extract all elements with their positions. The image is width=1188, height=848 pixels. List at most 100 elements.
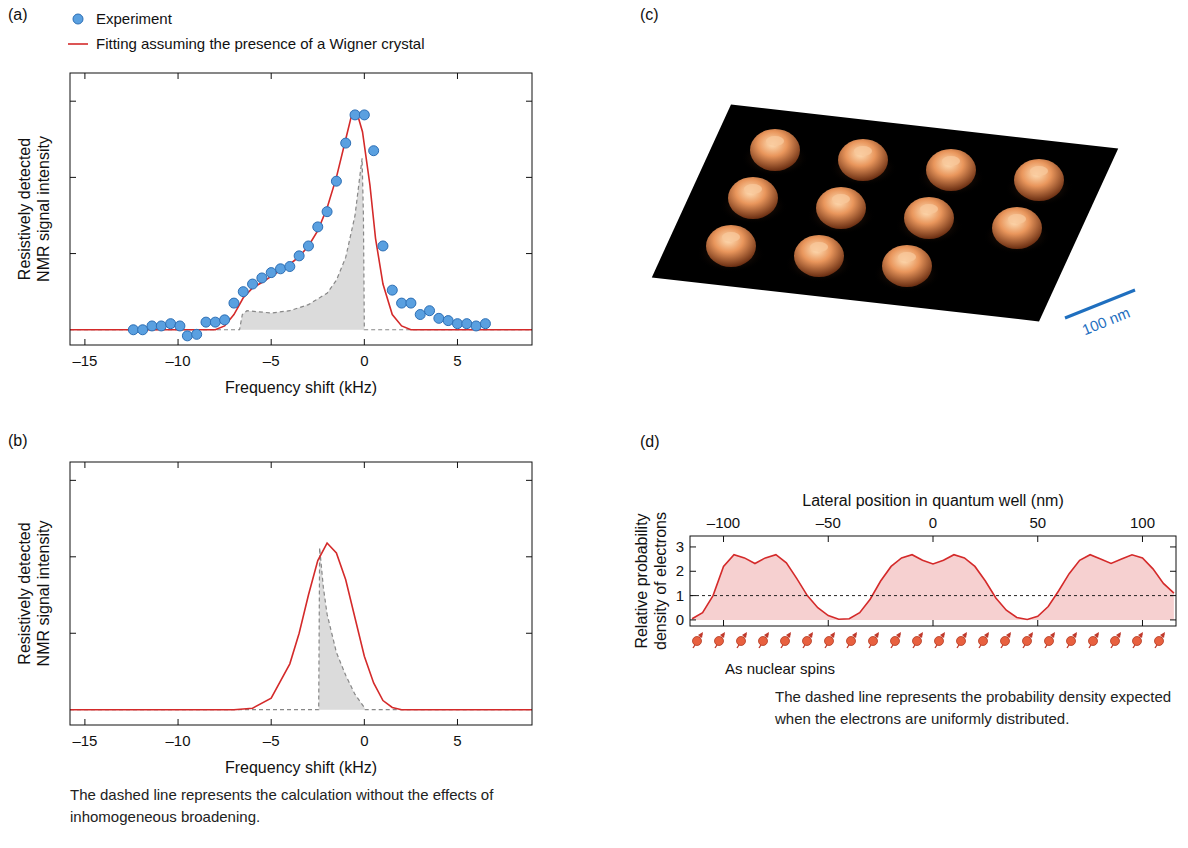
spin (1089, 637, 1098, 646)
point (220, 315, 230, 325)
spin (803, 637, 812, 646)
tick-label: 5 (453, 732, 461, 749)
spin (1067, 637, 1076, 646)
point (156, 321, 166, 331)
tick-label: 5 (453, 352, 461, 369)
tick (271, 462, 272, 468)
spin (825, 637, 834, 646)
spin (693, 637, 702, 646)
bump (794, 235, 844, 277)
tick-label: 0 (676, 611, 684, 628)
tick (70, 556, 76, 557)
tick-label: 1 (676, 587, 684, 604)
point (387, 285, 397, 295)
spin (1001, 637, 1010, 646)
tick (457, 339, 458, 345)
tick (723, 536, 724, 542)
point (201, 317, 211, 327)
tick (828, 620, 829, 626)
tick (70, 177, 76, 178)
point (331, 176, 341, 186)
tick (933, 536, 934, 542)
caption-line: inhomogeneous broadening. (70, 808, 260, 825)
point (471, 321, 481, 331)
point (294, 251, 304, 261)
point (147, 321, 157, 331)
bump (992, 207, 1042, 249)
spin (979, 637, 988, 646)
legend-label: Fitting assuming the presence of a Wigne… (96, 35, 424, 52)
point (397, 298, 407, 308)
axis-title: Relative probabilitydensity of electrons (633, 512, 669, 650)
axis-title-line: Resistively detected (16, 522, 33, 664)
point (276, 264, 286, 274)
point (452, 319, 462, 329)
tick (1170, 571, 1176, 572)
point (378, 241, 388, 251)
plot-area (690, 555, 1176, 620)
tick (70, 480, 76, 481)
axis-title: Lateral position in quantum well (nm) (802, 492, 1063, 509)
panel-label: (d) (640, 433, 660, 450)
tick (457, 719, 458, 725)
bump (728, 177, 778, 219)
point (350, 110, 360, 120)
bump-top (722, 232, 740, 242)
point (406, 298, 416, 308)
tick (457, 73, 458, 79)
tick (526, 101, 532, 102)
bump (926, 149, 976, 191)
point (285, 262, 295, 272)
point (166, 319, 176, 329)
tick (178, 462, 179, 468)
caption: The dashed line represents the probabili… (774, 688, 1171, 727)
spin (759, 637, 768, 646)
tick (178, 73, 179, 79)
tick-label: 100 (1130, 514, 1155, 531)
panel-label: (c) (640, 6, 659, 23)
tick-label: 0 (360, 732, 368, 749)
bump-top (1030, 166, 1048, 176)
spin (1023, 637, 1032, 646)
tick (84, 719, 85, 725)
panel-3: –100–500501000123Lateral position in qua… (633, 433, 1176, 727)
point (322, 207, 332, 217)
spin (715, 637, 724, 646)
tick-label: –5 (263, 732, 280, 749)
point (303, 241, 313, 251)
frame (70, 462, 532, 725)
bump (750, 129, 800, 171)
tick (690, 619, 696, 620)
point (462, 319, 472, 329)
bump (706, 225, 756, 267)
panel-0: –15–10–505Frequency shift (kHz)Resistive… (8, 6, 532, 396)
line (70, 113, 532, 330)
point (369, 146, 379, 156)
legend-label: Experiment (96, 10, 173, 27)
tick-label: –100 (707, 514, 740, 531)
tick-label: 0 (929, 514, 937, 531)
tick (1142, 536, 1143, 542)
spin (1155, 637, 1164, 646)
plot-area (70, 543, 532, 710)
spin (935, 637, 944, 646)
tick (84, 462, 85, 468)
reference-line (690, 595, 1176, 596)
axis-title-line: NMR signal intensity (35, 521, 52, 667)
spin (913, 637, 922, 646)
tick (70, 633, 76, 634)
tick-label: 0 (360, 352, 368, 369)
axis-title: Resistively detectedNMR signal intensity (16, 136, 52, 282)
point (266, 268, 276, 278)
tick (84, 339, 85, 345)
point (138, 325, 148, 335)
bump (1014, 159, 1064, 201)
point (341, 138, 351, 148)
bump-top (942, 156, 960, 166)
spin (957, 637, 966, 646)
tick-label: –50 (816, 514, 841, 531)
bump-top (1008, 214, 1026, 224)
figure: –15–10–505Frequency shift (kHz)Resistive… (0, 0, 1188, 848)
tick (526, 556, 532, 557)
tick-label: –15 (72, 352, 97, 369)
